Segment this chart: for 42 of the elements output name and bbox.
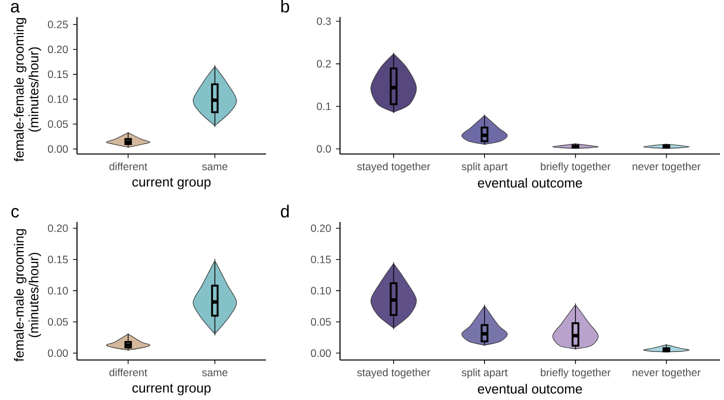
x-tick-label: never together bbox=[632, 368, 701, 378]
x-tick-label: stayed together bbox=[357, 162, 430, 172]
y-tick-label: 0.00 bbox=[310, 349, 331, 357]
y-axis-title: female-male grooming (minutes/hour) bbox=[14, 229, 42, 362]
y-tick-label: 0.3 bbox=[316, 17, 331, 26]
x-tick-label: stayed together bbox=[357, 368, 430, 378]
chart-title: a bbox=[10, 3, 20, 12]
x-axis-title: current group bbox=[132, 384, 211, 396]
y-tick-label: 0.05 bbox=[48, 318, 68, 326]
y-tick-label: 0.05 bbox=[310, 318, 331, 326]
y-tick-label: 0.1 bbox=[316, 102, 331, 110]
x-tick-label: different bbox=[109, 162, 148, 170]
x-axis-title: eventual outcome bbox=[478, 384, 582, 394]
y-tick-label: 0.15 bbox=[48, 70, 68, 78]
y-axis-title: female-female grooming (minutes/hour) bbox=[14, 18, 42, 162]
chart-title: b bbox=[281, 0, 290, 12]
x-axis-title: eventual outcome bbox=[478, 178, 582, 188]
x-tick-label: split apart bbox=[462, 368, 508, 378]
y-tick-label: 0.10 bbox=[48, 286, 68, 294]
y-tick-label: 0.20 bbox=[48, 224, 68, 232]
y-tick-label: 0.15 bbox=[310, 256, 331, 264]
x-tick-label: briefly together bbox=[540, 162, 611, 172]
y-tick-label: 0.2 bbox=[316, 60, 331, 68]
y-tick-label: 0.10 bbox=[310, 286, 331, 294]
y-tick-label: 0.20 bbox=[310, 224, 331, 232]
chart-title: d bbox=[280, 204, 289, 218]
y-tick-label: 0.0 bbox=[316, 145, 331, 153]
y-tick-label: 0.25 bbox=[48, 20, 68, 28]
y-tick-label: 0.00 bbox=[48, 145, 68, 153]
y-tick-label: 0.00 bbox=[48, 349, 68, 357]
x-tick-label: split apart bbox=[462, 162, 508, 172]
x-tick-label: never together bbox=[632, 162, 701, 172]
chart-title: c bbox=[11, 208, 19, 218]
x-axis-title: current group bbox=[132, 178, 211, 190]
y-tick-label: 0.05 bbox=[48, 120, 68, 128]
x-tick-label: same bbox=[202, 164, 228, 170]
x-tick-label: different bbox=[109, 368, 148, 376]
y-tick-label: 0.15 bbox=[48, 256, 68, 264]
y-tick-label: 0.10 bbox=[48, 95, 68, 103]
x-tick-label: briefly together bbox=[540, 368, 611, 378]
y-tick-label: 0.20 bbox=[48, 46, 68, 54]
x-tick-label: same bbox=[202, 370, 228, 376]
